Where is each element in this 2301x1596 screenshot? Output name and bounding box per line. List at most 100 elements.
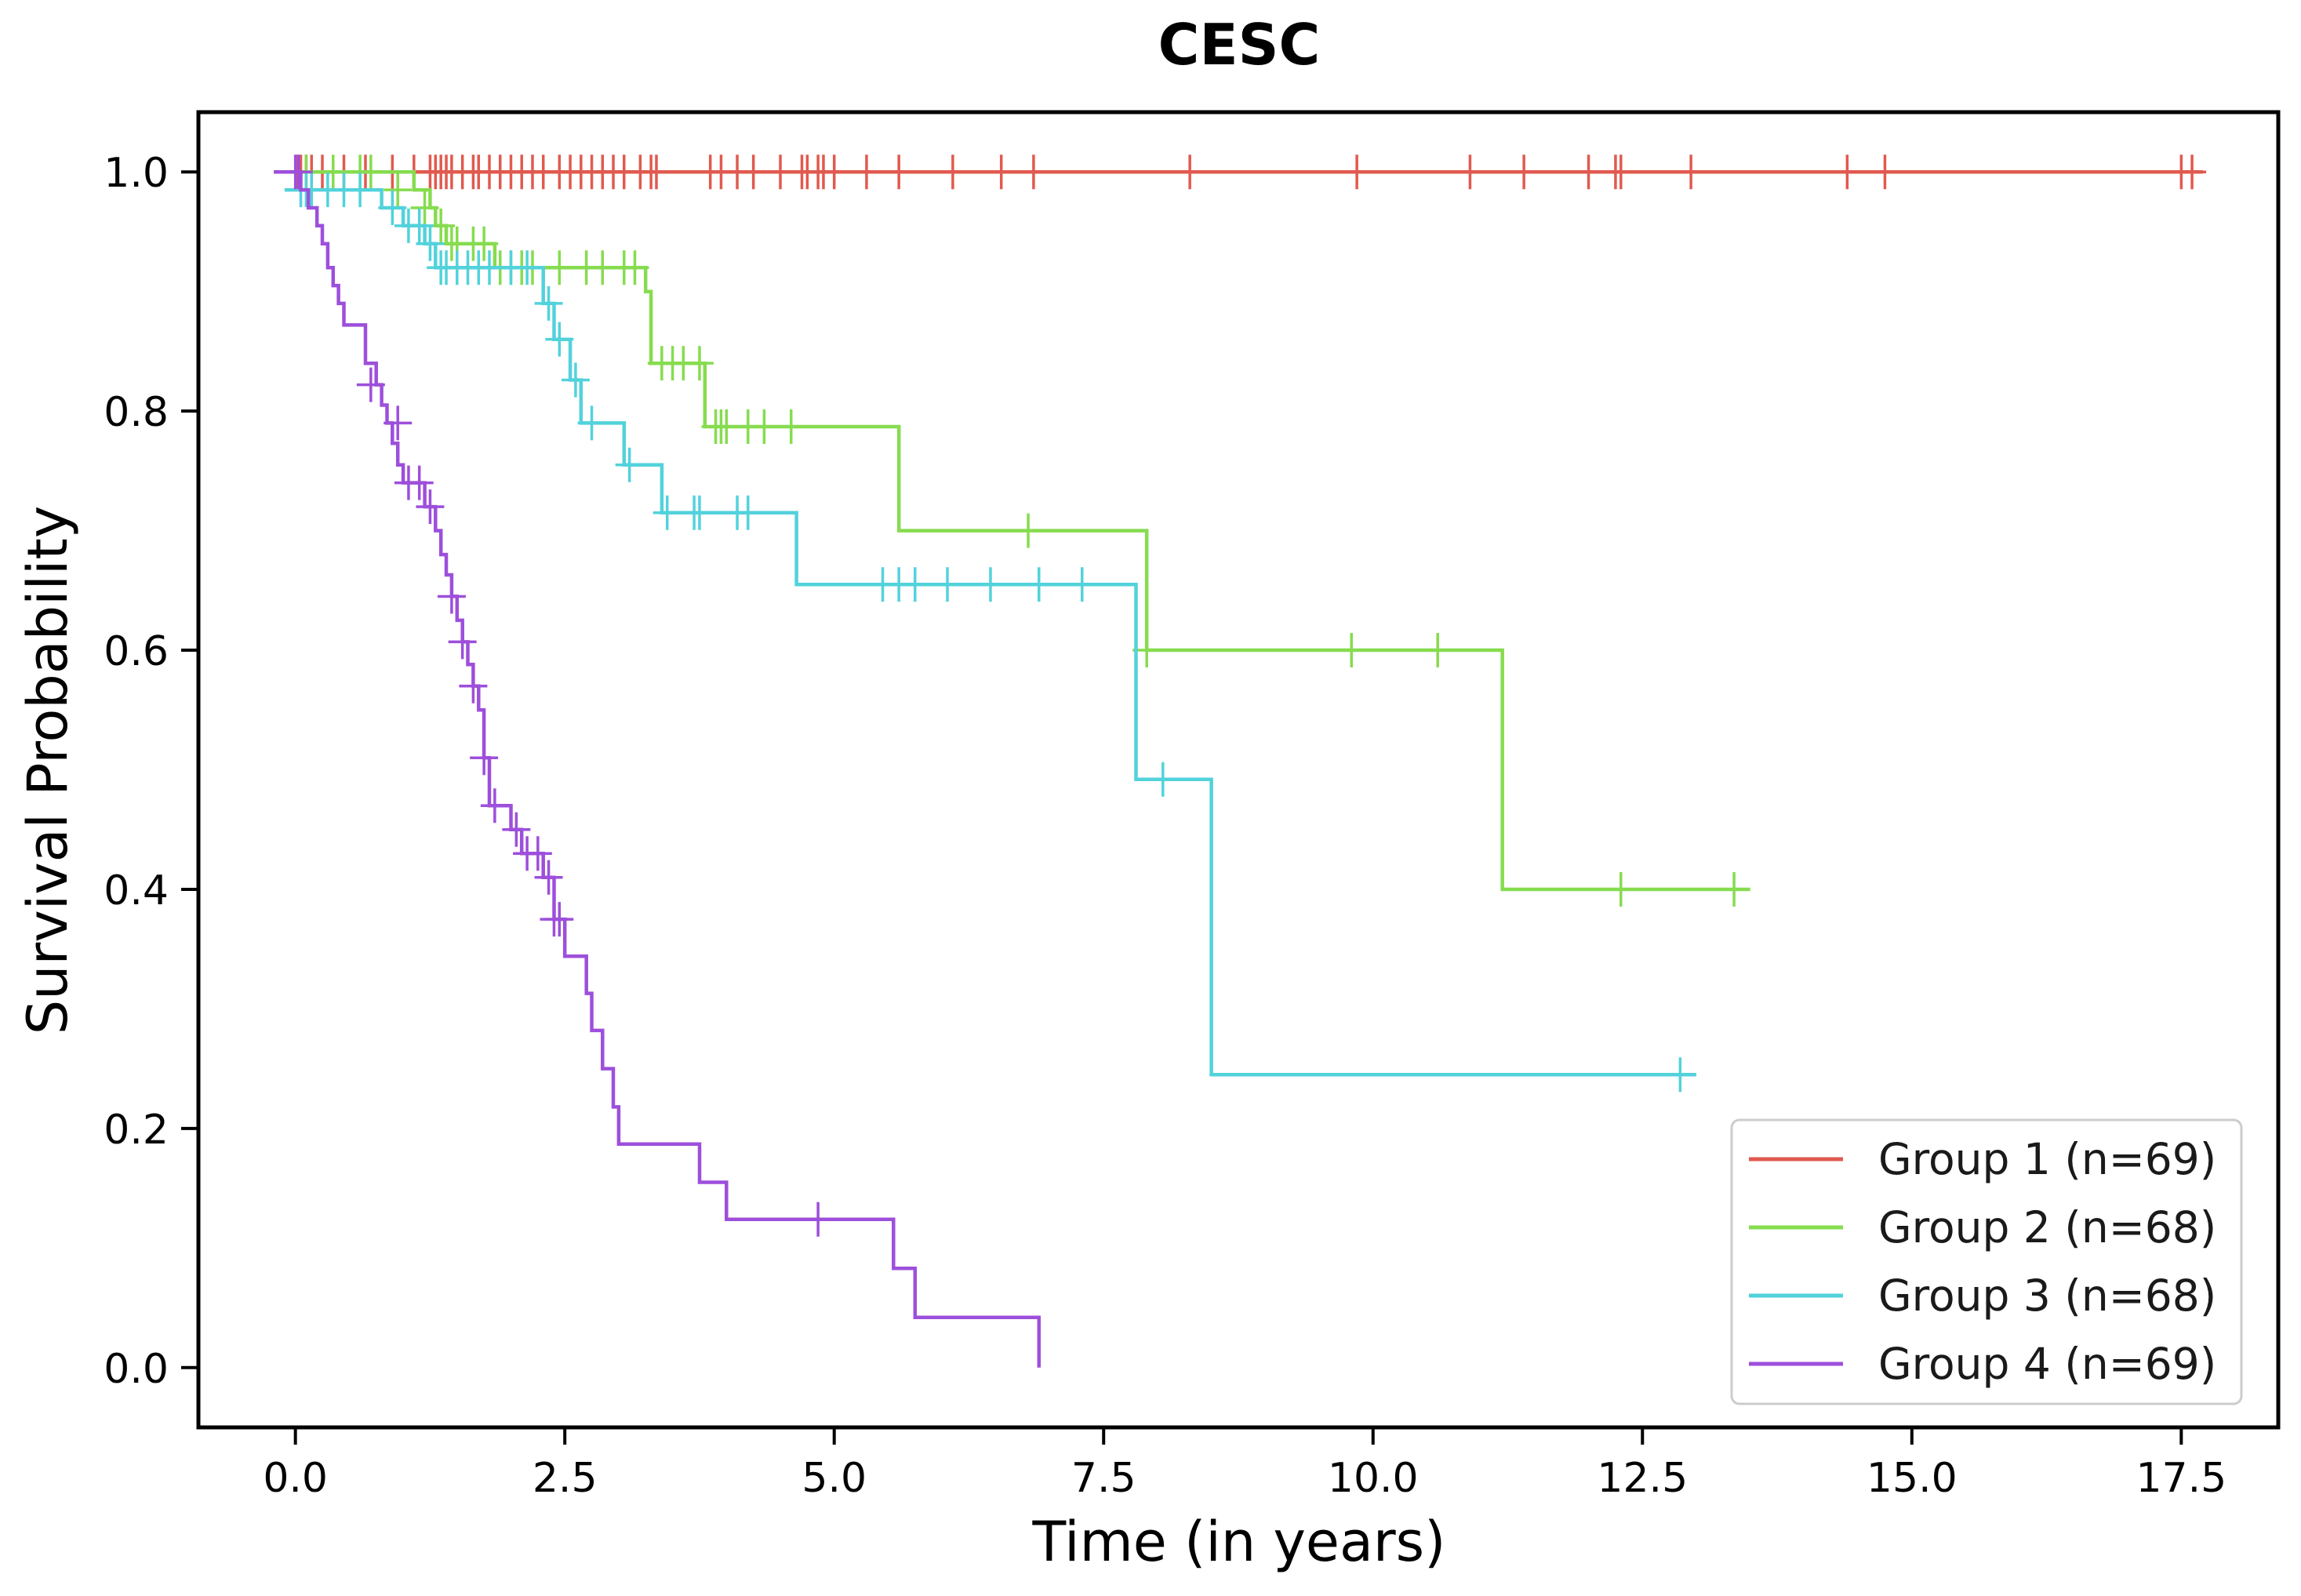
- legend-label-3: Group 3 (n=68): [1878, 1271, 2216, 1321]
- x-axis: 0.0 2.5 5.0 7.5 10.0 12.5 15.0 17.5: [263, 1427, 2226, 1502]
- censor-mark: [820, 155, 849, 190]
- censor-mark: [513, 250, 542, 285]
- censor-mark: [416, 226, 445, 261]
- censor-mark: [384, 405, 413, 441]
- censor-mark: [1456, 155, 1485, 190]
- censor-mark: [776, 409, 805, 444]
- series-line-2: [274, 169, 1750, 892]
- x-tick-label: 10.0: [1328, 1455, 1419, 1502]
- censor-mark: [318, 155, 347, 190]
- censor-mark: [642, 155, 671, 190]
- censor-mark: [1870, 155, 1899, 190]
- censor-mark: [459, 668, 488, 703]
- censor-mark: [733, 495, 762, 530]
- censor-mark: [448, 624, 477, 660]
- censor-mark: [685, 495, 714, 530]
- legend-box: [1730, 1118, 2243, 1405]
- y-tick-label: 0.0: [104, 1346, 169, 1393]
- censor-mark: [1019, 155, 1048, 190]
- censor-mark: [1176, 155, 1205, 190]
- y-tick-label: 0.6: [104, 628, 169, 675]
- censor-mark: [620, 250, 649, 285]
- series-group-1: [274, 155, 2207, 190]
- censor-mark: [356, 155, 385, 190]
- x-tick-label: 2.5: [533, 1455, 598, 1502]
- censor-mark: [1720, 871, 1749, 907]
- censor-mark: [1024, 567, 1053, 602]
- censor-mark: [534, 285, 563, 321]
- censor-mark: [384, 173, 413, 208]
- censor-mark: [502, 812, 531, 847]
- x-tick-label: 17.5: [2136, 1455, 2226, 1502]
- series-group-3: [284, 173, 1696, 1092]
- censor-mark: [987, 155, 1016, 190]
- censor-mark: [739, 155, 768, 190]
- censor-mark: [685, 346, 714, 381]
- legend-label-4: Group 4 (n=69): [1878, 1339, 2216, 1389]
- censor-mark: [976, 567, 1005, 602]
- censor-mark: [615, 447, 644, 482]
- censor-mark: [346, 173, 375, 208]
- censor-mark: [410, 190, 439, 225]
- censor-mark: [885, 155, 914, 190]
- censor-mark: [652, 495, 682, 530]
- plot-frame: [196, 110, 2281, 1430]
- censor-mark: [545, 322, 574, 357]
- censor-mark: [416, 489, 445, 525]
- censor-mark: [561, 362, 590, 398]
- plot-area: [274, 155, 2207, 1368]
- censor-mark: [852, 155, 881, 190]
- x-tick-label: 12.5: [1597, 1455, 1688, 1502]
- censor-mark: [2178, 155, 2207, 190]
- series-line-4: [274, 169, 1041, 1368]
- x-tick-label: 7.5: [1071, 1455, 1136, 1502]
- censor-mark: [480, 788, 509, 823]
- censor-mark: [1574, 155, 1603, 190]
- x-tick-label: 0.0: [263, 1455, 328, 1502]
- censor-mark: [938, 155, 967, 190]
- censor-mark: [1833, 155, 1862, 190]
- y-tick-label: 1.0: [104, 150, 169, 197]
- series-line-3: [284, 187, 1696, 1077]
- censor-mark: [1343, 155, 1372, 190]
- x-axis-label: Time (in years): [1032, 1510, 1446, 1574]
- censor-mark: [437, 579, 466, 614]
- censor-mark: [284, 155, 313, 190]
- censor-mark: [1677, 155, 1706, 190]
- censor-mark: [1510, 155, 1539, 190]
- censor-mark: [1014, 513, 1043, 548]
- legend: Group 1 (n=69) Group 2 (n=68) Group 3 (n=6…: [1730, 1118, 2243, 1405]
- legend-label-2: Group 2 (n=68): [1878, 1202, 2216, 1252]
- x-tick-label: 5.0: [802, 1455, 867, 1502]
- y-tick-label: 0.2: [104, 1107, 169, 1154]
- censor-mark: [405, 208, 434, 243]
- censor-mark: [470, 226, 499, 261]
- legend-label-1: Group 1 (n=69): [1878, 1134, 2216, 1184]
- censor-mark: [1067, 567, 1096, 602]
- censor-mark: [470, 740, 499, 776]
- censor-mark: [356, 367, 385, 402]
- censor-mark: [534, 860, 563, 895]
- censor-mark: [405, 465, 434, 500]
- censor-mark: [1423, 633, 1452, 668]
- censor-mark: [378, 190, 407, 225]
- y-axis-label: Survival Probability: [16, 506, 80, 1035]
- censor-mark: [1606, 155, 1635, 190]
- series-group-4: [274, 155, 1041, 1368]
- censor-mark: [523, 836, 552, 871]
- censor-mark: [545, 902, 574, 937]
- chart-title: CESC: [1158, 12, 1321, 78]
- censor-mark: [804, 1202, 833, 1237]
- censor-mark: [1148, 762, 1177, 797]
- censor-mark: [932, 567, 961, 602]
- y-tick-label: 0.8: [104, 389, 169, 436]
- censor-mark: [1666, 1057, 1695, 1092]
- censor-mark: [1337, 633, 1366, 668]
- censor-mark: [577, 405, 606, 441]
- y-axis: 0.0 0.2 0.4 0.6 0.8 1.0: [104, 150, 198, 1393]
- x-tick-label: 15.0: [1867, 1455, 1957, 1502]
- y-tick-label: 0.4: [104, 867, 169, 914]
- censor-mark: [1606, 871, 1635, 907]
- censor-mark: [545, 250, 574, 285]
